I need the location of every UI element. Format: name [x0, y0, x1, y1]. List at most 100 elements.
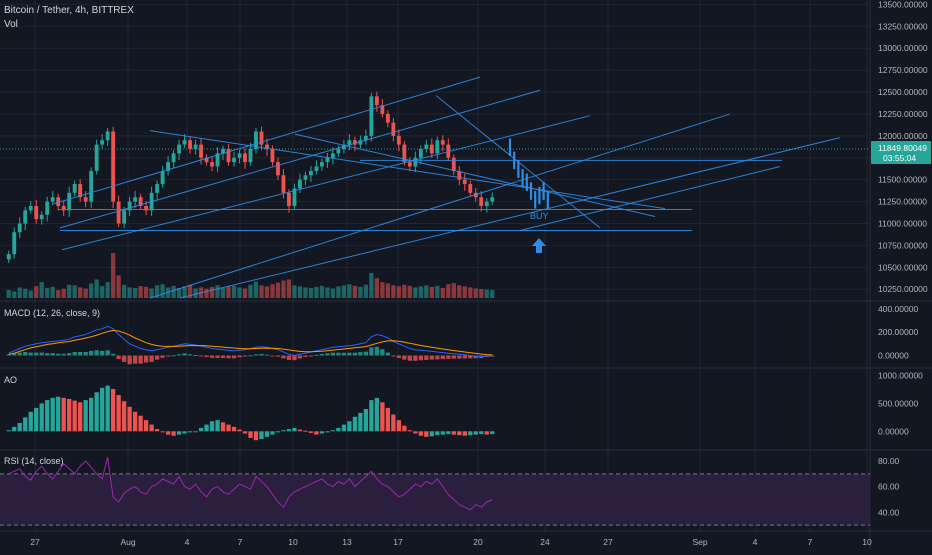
ao-bar [473, 431, 478, 435]
x-tick-label: 20 [473, 537, 483, 547]
volume-bar [56, 290, 61, 298]
volume-bar [209, 286, 215, 298]
macd-histogram-bar [314, 354, 319, 356]
candle-body [479, 197, 484, 206]
x-tick-label: 10 [288, 537, 298, 547]
rsi-band [0, 473, 870, 526]
candle-body [254, 131, 258, 149]
macd-histogram-bar [23, 352, 28, 356]
ao-bar [429, 431, 434, 437]
ao-bar [132, 411, 138, 432]
macd-histogram-bar [165, 355, 171, 357]
x-tick-label: Sep [692, 537, 707, 547]
candle-body [374, 96, 379, 106]
volume-bar [105, 282, 110, 298]
candle-body [105, 131, 110, 141]
ao-bar [226, 424, 231, 432]
candle-body [369, 96, 374, 136]
ao-bar [83, 400, 88, 432]
ao-bar [138, 415, 143, 432]
descending-line [149, 130, 666, 210]
ao-bar [67, 398, 72, 432]
macd-histogram-bar [468, 355, 473, 359]
ao-bar [374, 397, 380, 432]
x-tick-label: 4 [753, 537, 758, 547]
volume-bar [391, 285, 396, 298]
candle-body [56, 197, 61, 206]
macd-histogram-bar [330, 352, 336, 356]
ao-bar [369, 400, 374, 432]
candle-body [292, 188, 297, 206]
channel-line-extension [149, 113, 731, 299]
volume-bar [336, 286, 341, 298]
volume-bar [369, 272, 374, 298]
volume-bar [264, 286, 270, 298]
macd-histogram-bar [286, 355, 292, 360]
ao-bar [259, 431, 264, 440]
macd-histogram-bar [391, 355, 396, 357]
price-tag-countdown: 03:55:04 [883, 153, 916, 163]
volume-bar [132, 287, 138, 298]
ao-bar [242, 431, 248, 434]
macd-histogram-bar [231, 355, 237, 359]
descending-line [435, 95, 601, 229]
macd-histogram-bar [127, 355, 132, 365]
volume-bar [297, 286, 303, 298]
candle-body [116, 201, 121, 224]
ao-bar [292, 427, 297, 432]
ao-bar [407, 430, 412, 432]
macd-histogram-bar [308, 355, 314, 357]
candle-body [440, 140, 445, 145]
ao-bar [264, 431, 270, 437]
candle-body [204, 157, 209, 163]
macd-histogram-bar [78, 352, 83, 356]
macd-histogram-bar [473, 355, 478, 359]
volume-bar [440, 287, 445, 298]
macd-histogram-bar [89, 350, 94, 356]
macd-histogram-bar [358, 352, 363, 356]
x-tick-label: 13 [342, 537, 352, 547]
volume-bar [259, 285, 264, 298]
macd-histogram-bar [380, 349, 385, 356]
ao-bar [330, 430, 336, 432]
candle-body [265, 144, 269, 149]
candle-body [281, 175, 286, 193]
volume-bar [17, 287, 22, 298]
symbol-title: Bitcoin / Tether, 4h, BITTREX [4, 5, 134, 16]
volume-bar [380, 282, 385, 298]
ao-bar [358, 412, 363, 432]
macd-histogram-bar [446, 355, 451, 359]
macd-histogram-bar [259, 353, 264, 356]
candle-body [45, 201, 50, 215]
volume-bar [176, 287, 182, 298]
ao-bar [6, 430, 11, 432]
candle-body [23, 210, 28, 224]
macd-histogram-bar [209, 355, 215, 358]
candle-body [418, 149, 423, 158]
candle-body [171, 153, 176, 163]
candle-body [385, 113, 390, 123]
ao-bar [176, 431, 182, 435]
volume-bar [308, 287, 314, 298]
candle-body [347, 140, 352, 145]
macd-histogram-bar [116, 355, 121, 359]
macd-histogram-bar [270, 355, 275, 357]
macd-histogram-bar [100, 350, 105, 356]
candle-body [309, 170, 313, 176]
ao-bar [462, 431, 467, 436]
volume-bar [484, 289, 489, 298]
x-tick-label: Aug [120, 537, 135, 547]
ao-bar [281, 430, 286, 432]
volume-bar [429, 286, 434, 298]
ao-bar [391, 414, 396, 432]
ao-bar [215, 420, 220, 432]
macd-histogram-bar [396, 355, 401, 359]
volume-bar [67, 284, 72, 298]
macd-histogram-bar [17, 352, 22, 356]
ao-bar [286, 429, 292, 432]
candle-body [363, 135, 368, 141]
ao-bar [100, 387, 105, 432]
macd-histogram-bar [61, 353, 66, 356]
